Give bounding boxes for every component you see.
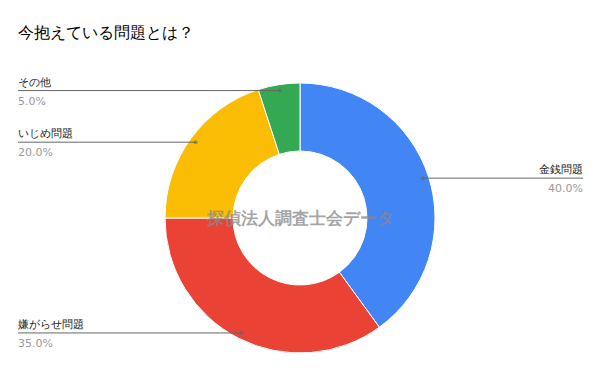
value-label: 20.0%	[18, 146, 53, 159]
leader-line	[18, 332, 241, 333]
category-label: 嫌がらせ問題	[18, 318, 84, 331]
leader-dot	[194, 140, 198, 144]
category-label: 金銭問題	[539, 163, 583, 176]
title: 今抱えている問題とは？	[18, 23, 194, 42]
leader-dot	[278, 89, 282, 93]
slice	[258, 83, 300, 154]
leader-line	[18, 90, 280, 91]
annotation: 探偵法人調査士会データ	[206, 208, 394, 228]
category-label: いじめ問題	[18, 127, 73, 140]
slice	[165, 90, 279, 218]
value-label: 35.0%	[18, 337, 53, 350]
value-label: 5.0%	[18, 95, 46, 108]
background	[0, 0, 600, 371]
chart: 今抱えている問題とは？ 探偵法人調査士会データ 金銭問題 40.0% 嫌がらせ問題 35.…	[0, 0, 600, 371]
labels: 金銭問題 40.0% 嫌がらせ問題 35.0% いじめ問題 20.0% その他 5.0%	[18, 76, 583, 350]
leader-dot	[239, 331, 243, 335]
category-label: その他	[18, 76, 51, 89]
leader-line	[18, 142, 196, 143]
value-label: 40.0%	[548, 182, 583, 195]
leader-line	[423, 178, 583, 179]
leader-dot	[421, 176, 425, 180]
donut	[165, 83, 435, 353]
